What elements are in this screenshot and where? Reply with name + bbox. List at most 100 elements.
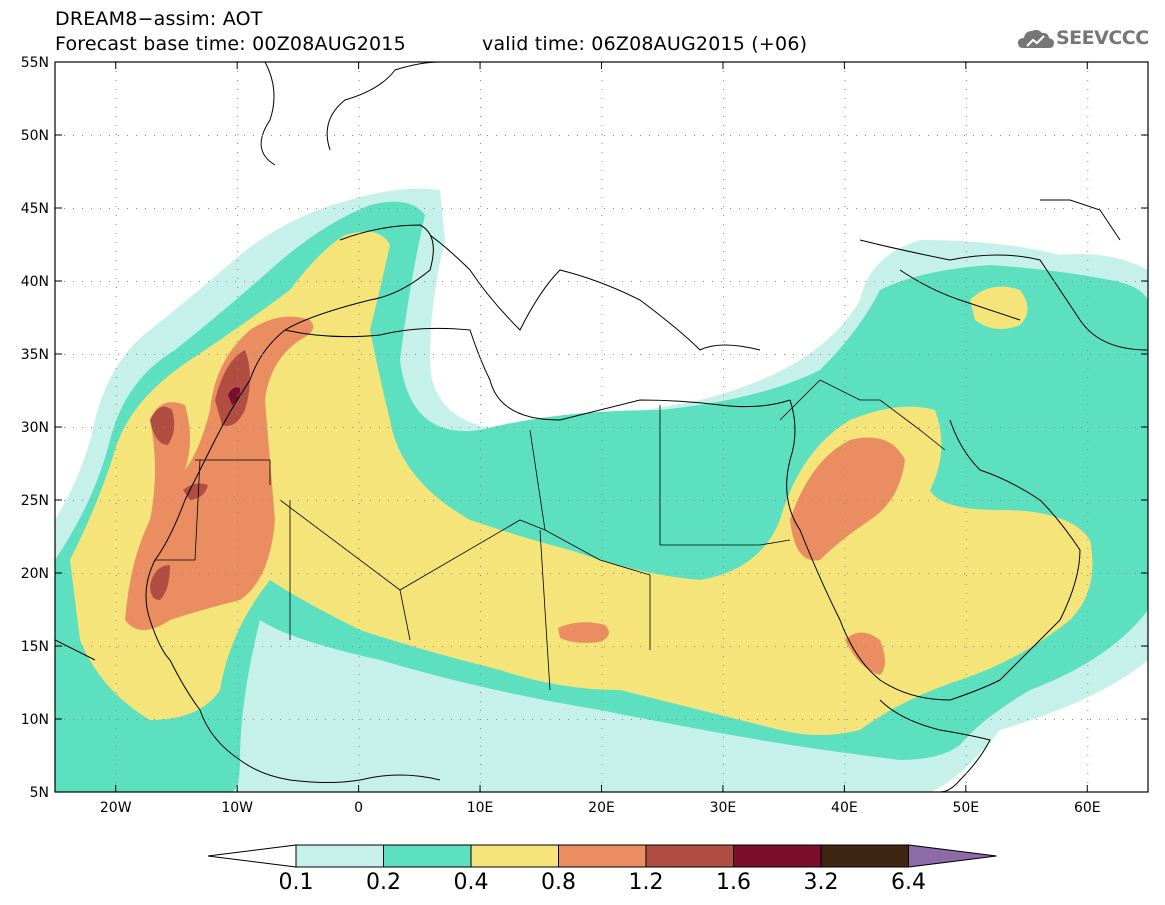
grid-dot bbox=[1087, 476, 1089, 477]
grid-dot bbox=[766, 719, 767, 720]
grid-dot bbox=[965, 620, 967, 621]
grid-dot bbox=[118, 354, 119, 355]
grid-dot bbox=[1126, 208, 1127, 209]
grid-dot bbox=[802, 646, 803, 647]
grid-dot bbox=[73, 719, 74, 720]
grid-dot bbox=[604, 573, 605, 574]
grid-dot bbox=[722, 701, 724, 702]
grid-dot bbox=[649, 719, 650, 720]
grid-dot bbox=[379, 427, 380, 428]
grid-dot bbox=[901, 500, 902, 501]
grid-dot bbox=[280, 500, 281, 501]
aot-level-0.8-eritrea bbox=[845, 632, 885, 675]
grid-dot bbox=[946, 281, 947, 282]
grid-dot bbox=[115, 674, 117, 675]
grid-dot bbox=[595, 354, 596, 355]
grid-dot bbox=[415, 646, 416, 647]
grid-dot bbox=[1117, 208, 1118, 209]
grid-dot bbox=[289, 500, 290, 501]
grid-dot bbox=[523, 427, 524, 428]
lat-label: 30N bbox=[21, 420, 49, 436]
grid-dot bbox=[352, 281, 353, 282]
grid-dot bbox=[604, 646, 605, 647]
grid-dot bbox=[601, 341, 603, 342]
aot-level-1.6 bbox=[228, 387, 240, 405]
grid-dot bbox=[844, 683, 846, 684]
grid-dot bbox=[919, 573, 920, 574]
grid-dot bbox=[631, 719, 632, 720]
grid-dot bbox=[343, 281, 344, 282]
grid-dot bbox=[601, 134, 603, 135]
grid-dot bbox=[358, 152, 360, 153]
grid-dot bbox=[172, 646, 173, 647]
grid-dot bbox=[370, 427, 371, 428]
grid-dot bbox=[1063, 719, 1064, 720]
grid-dot bbox=[649, 135, 650, 136]
grid-dot bbox=[1087, 323, 1089, 324]
grid-dot bbox=[722, 431, 724, 432]
grid-dot bbox=[844, 764, 846, 765]
grid-dot bbox=[358, 629, 360, 630]
grid-dot bbox=[253, 427, 254, 428]
grid-dot bbox=[928, 500, 929, 501]
grid-dot bbox=[856, 427, 857, 428]
grid-dot bbox=[844, 125, 846, 126]
grid-dot bbox=[352, 135, 353, 136]
grid-dot bbox=[844, 737, 846, 738]
grid-dot bbox=[965, 359, 967, 360]
grid-dot bbox=[469, 646, 470, 647]
grid-dot bbox=[1087, 611, 1089, 612]
grid-dot bbox=[82, 427, 83, 428]
grid-dot bbox=[379, 354, 380, 355]
grid-dot bbox=[358, 764, 360, 765]
grid-dot bbox=[748, 281, 749, 282]
grid-dot bbox=[965, 458, 967, 459]
grid-dot bbox=[844, 152, 846, 153]
grid-dot bbox=[190, 573, 191, 574]
grid-dot bbox=[244, 573, 245, 574]
grid-dot bbox=[601, 638, 603, 639]
grid-dot bbox=[1087, 503, 1089, 504]
grid-dot bbox=[820, 208, 821, 209]
grid-dot bbox=[844, 620, 846, 621]
grid-dot bbox=[163, 208, 164, 209]
grid-dot bbox=[703, 427, 704, 428]
grid-dot bbox=[237, 530, 239, 531]
grid-dot bbox=[237, 521, 239, 522]
grid-dot bbox=[550, 719, 551, 720]
grid-dot bbox=[352, 208, 353, 209]
grid-dot bbox=[280, 646, 281, 647]
grid-dot bbox=[469, 500, 470, 501]
grid-dot bbox=[910, 208, 911, 209]
grid-dot bbox=[965, 584, 967, 585]
grid-dot bbox=[1036, 281, 1037, 282]
grid-dot bbox=[237, 107, 239, 108]
grid-dot bbox=[844, 197, 846, 198]
grid-dot bbox=[676, 427, 677, 428]
grid-dot bbox=[433, 719, 434, 720]
grid-dot bbox=[1090, 281, 1091, 282]
grid-dot bbox=[965, 611, 967, 612]
grid-dot bbox=[235, 646, 236, 647]
grid-dot bbox=[1000, 135, 1001, 136]
grid-dot bbox=[480, 710, 482, 711]
grid-dot bbox=[325, 500, 326, 501]
grid-dot bbox=[722, 422, 724, 423]
grid-dot bbox=[1087, 449, 1089, 450]
grid-dot bbox=[631, 135, 632, 136]
grid-dot bbox=[676, 208, 677, 209]
grid-dot bbox=[496, 500, 497, 501]
grid-dot bbox=[613, 208, 614, 209]
grid-dot bbox=[91, 208, 92, 209]
grid-dot bbox=[480, 719, 482, 720]
grid-dot bbox=[1099, 208, 1100, 209]
colorbar-swatch bbox=[295, 844, 384, 868]
grid-dot bbox=[115, 638, 117, 639]
grid-dot bbox=[442, 573, 443, 574]
grid-dot bbox=[480, 116, 482, 117]
grid-dot bbox=[1009, 719, 1010, 720]
grid-dot bbox=[1126, 646, 1127, 647]
grid-dot bbox=[838, 573, 839, 574]
grid-dot bbox=[844, 206, 846, 207]
grid-dot bbox=[892, 208, 893, 209]
